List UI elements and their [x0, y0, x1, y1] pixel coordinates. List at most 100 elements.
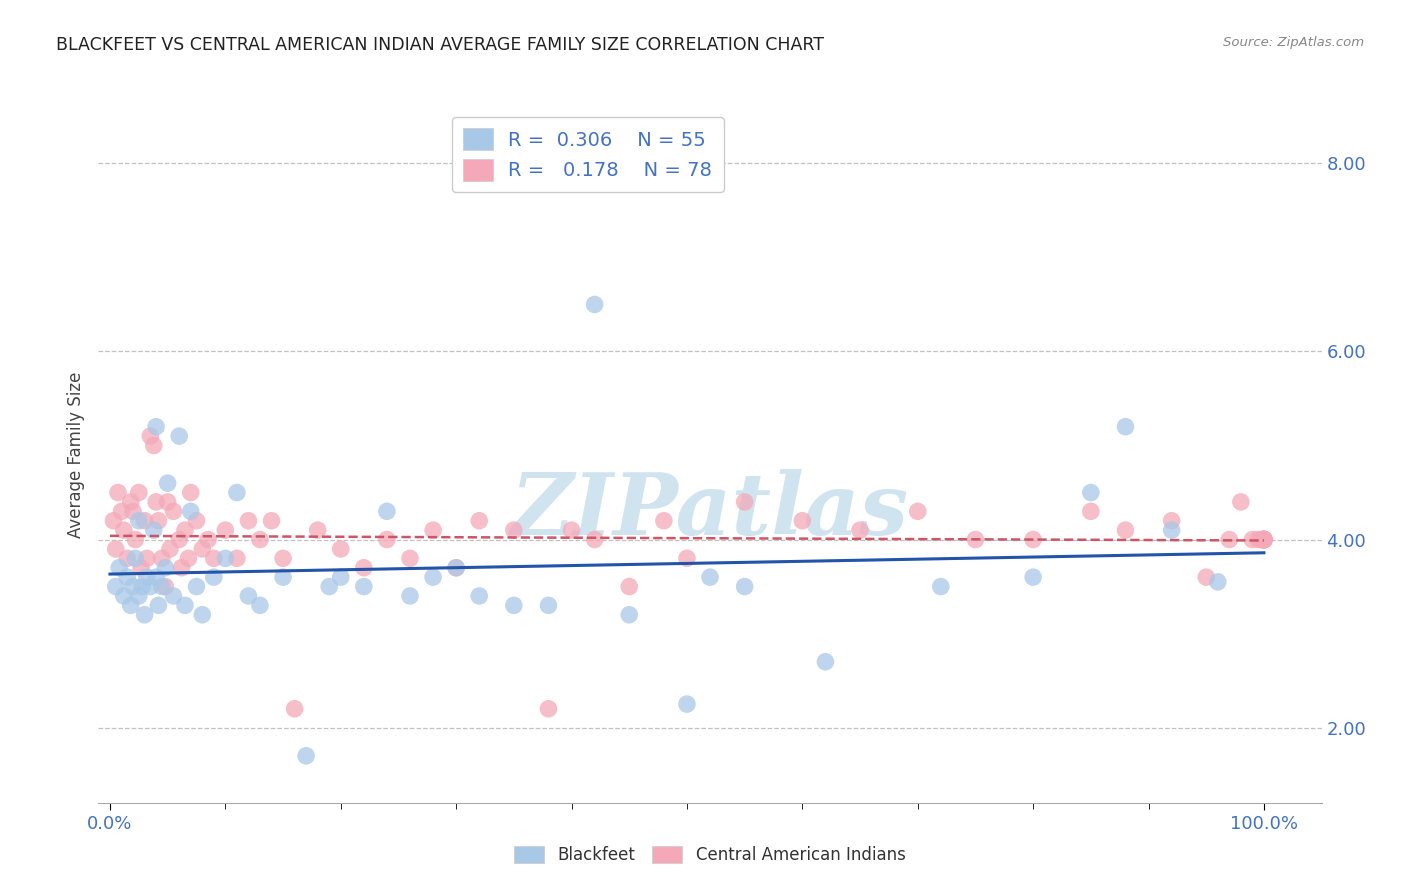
Point: [128, 485, 150, 500]
Point: [112, 589, 135, 603]
Point: [122, 504, 145, 518]
Point: [112, 523, 135, 537]
Point: [128, 514, 150, 528]
Point: [120, 599, 142, 613]
Point: [1253, 533, 1275, 547]
Point: [699, 570, 721, 584]
Point: [135, 551, 157, 566]
Point: [225, 551, 247, 566]
Point: [260, 514, 283, 528]
Point: [139, 580, 162, 594]
Point: [1251, 533, 1274, 547]
Point: [329, 570, 352, 584]
Point: [191, 607, 214, 622]
Point: [1247, 533, 1270, 547]
Point: [128, 589, 150, 603]
Point: [1114, 419, 1136, 434]
Point: [134, 514, 156, 528]
Point: [150, 551, 173, 566]
Point: [122, 580, 145, 594]
Point: [155, 580, 177, 594]
Point: [502, 523, 524, 537]
Point: [1160, 514, 1182, 528]
Point: [135, 570, 157, 584]
Point: [134, 607, 156, 622]
Point: [249, 533, 271, 547]
Point: [110, 504, 132, 518]
Point: [124, 551, 146, 566]
Point: [180, 504, 202, 518]
Point: [929, 580, 952, 594]
Text: BLACKFEET VS CENTRAL AMERICAN INDIAN AVERAGE FAMILY SIZE CORRELATION CHART: BLACKFEET VS CENTRAL AMERICAN INDIAN AVE…: [56, 36, 824, 54]
Point: [191, 541, 214, 556]
Point: [129, 560, 152, 574]
Point: [399, 589, 422, 603]
Point: [225, 485, 247, 500]
Point: [907, 504, 929, 518]
Point: [307, 523, 329, 537]
Point: [162, 504, 184, 518]
Y-axis label: Average Family Size: Average Family Size: [66, 372, 84, 538]
Point: [142, 523, 165, 537]
Point: [238, 514, 260, 528]
Point: [131, 580, 153, 594]
Point: [676, 551, 699, 566]
Point: [249, 599, 271, 613]
Point: [103, 514, 125, 528]
Point: [214, 523, 236, 537]
Point: [329, 541, 352, 556]
Point: [468, 589, 491, 603]
Point: [375, 504, 398, 518]
Point: [284, 702, 307, 716]
Text: ZIPatlas: ZIPatlas: [510, 469, 910, 552]
Point: [502, 599, 524, 613]
Point: [619, 607, 641, 622]
Point: [124, 533, 146, 547]
Point: [1080, 504, 1102, 518]
Point: [145, 495, 167, 509]
Point: [117, 570, 139, 584]
Point: [1250, 533, 1272, 547]
Point: [162, 589, 184, 603]
Point: [792, 514, 814, 528]
Point: [583, 297, 606, 311]
Point: [1253, 533, 1275, 547]
Point: [1253, 533, 1275, 547]
Point: [202, 570, 225, 584]
Point: [1080, 485, 1102, 500]
Point: [104, 541, 127, 556]
Point: [537, 702, 560, 716]
Point: [1253, 533, 1275, 547]
Point: [238, 589, 260, 603]
Point: [1114, 523, 1136, 537]
Point: [117, 551, 139, 566]
Point: [1241, 533, 1264, 547]
Point: [174, 599, 197, 613]
Point: [108, 560, 131, 574]
Point: [167, 429, 190, 443]
Point: [444, 560, 467, 574]
Point: [156, 495, 179, 509]
Point: [186, 514, 208, 528]
Point: [295, 748, 318, 763]
Point: [214, 551, 236, 566]
Point: [107, 485, 129, 500]
Point: [422, 523, 444, 537]
Point: [186, 580, 208, 594]
Point: [619, 580, 641, 594]
Text: Source: ZipAtlas.com: Source: ZipAtlas.com: [1223, 36, 1364, 49]
Point: [174, 523, 197, 537]
Point: [468, 514, 491, 528]
Point: [734, 580, 756, 594]
Point: [155, 560, 177, 574]
Point: [1253, 533, 1275, 547]
Point: [156, 476, 179, 491]
Point: [1230, 495, 1253, 509]
Point: [1022, 533, 1045, 547]
Point: [399, 551, 422, 566]
Point: [1253, 533, 1275, 547]
Point: [1022, 570, 1045, 584]
Point: [1253, 533, 1275, 547]
Point: [676, 697, 699, 711]
Point: [537, 599, 560, 613]
